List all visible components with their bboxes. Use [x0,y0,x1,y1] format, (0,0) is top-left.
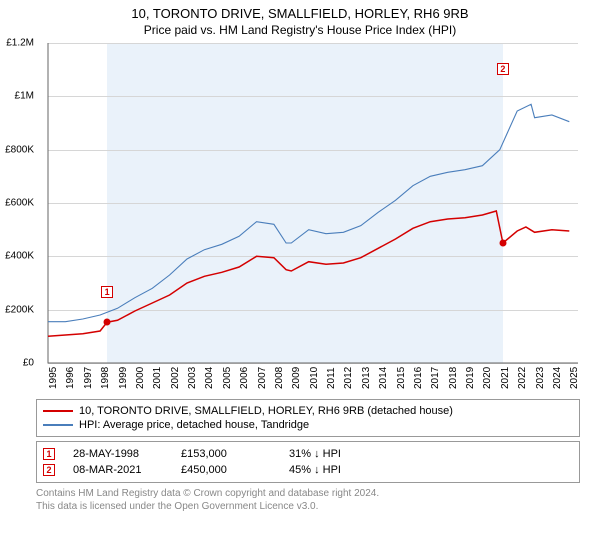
x-tick-label: 2003 [187,367,198,389]
footer-line: This data is licensed under the Open Gov… [36,500,580,513]
y-tick-label: £0 [23,358,34,369]
sale-events-table: 1 28-MAY-1998 £153,000 31% ↓ HPI 2 08-MAR-202… [36,441,580,483]
x-tick-label: 2012 [343,367,354,389]
legend-item: 10, TORONTO DRIVE, SMALLFIELD, HORLEY, R… [43,404,573,418]
x-tick-label: 2019 [465,367,476,389]
plot-area: 12 [48,43,578,363]
x-tick-label: 2006 [239,367,250,389]
y-tick-label: £200K [5,304,34,315]
legend-label: 10, TORONTO DRIVE, SMALLFIELD, HORLEY, R… [79,405,453,417]
x-tick-label: 1997 [83,367,94,389]
x-tick-label: 1999 [118,367,129,389]
x-tick-label: 2007 [257,367,268,389]
legend-swatch [43,424,73,426]
x-tick-label: 2017 [430,367,441,389]
y-axis: £0£200K£400K£600K£800K£1M£1.2M [0,43,34,363]
x-tick-label: 2013 [361,367,372,389]
y-tick-label: £400K [5,251,34,262]
legend-label: HPI: Average price, detached house, Tand… [79,419,309,431]
event-marker: 1 [43,448,55,460]
footer-attribution: Contains HM Land Registry data © Crown c… [36,487,580,513]
x-tick-label: 2005 [222,367,233,389]
event-row: 2 08-MAR-2021 £450,000 45% ↓ HPI [43,462,573,478]
sale-dot [104,319,111,326]
x-tick-label: 2000 [135,367,146,389]
x-tick-label: 2021 [500,367,511,389]
event-date: 08-MAR-2021 [73,464,163,476]
x-tick-label: 2004 [204,367,215,389]
legend: 10, TORONTO DRIVE, SMALLFIELD, HORLEY, R… [36,399,580,437]
y-tick-label: £1.2M [6,38,34,49]
x-tick-label: 1995 [48,367,59,389]
event-delta: 45% ↓ HPI [289,464,341,476]
event-row: 1 28-MAY-1998 £153,000 31% ↓ HPI [43,446,573,462]
x-tick-label: 2020 [482,367,493,389]
chart: 12 £0£200K£400K£600K£800K£1M£1.2M 199519… [36,43,596,393]
event-price: £153,000 [181,448,271,460]
footer-line: Contains HM Land Registry data © Crown c… [36,487,580,500]
event-marker: 2 [43,464,55,476]
event-date: 28-MAY-1998 [73,448,163,460]
x-tick-label: 2025 [569,367,580,389]
sale-dot [499,240,506,247]
x-tick-label: 2002 [170,367,181,389]
chart-title: 10, TORONTO DRIVE, SMALLFIELD, HORLEY, R… [0,0,600,21]
x-tick-label: 2024 [552,367,563,389]
y-tick-label: £1M [15,91,34,102]
x-axis: 1995 1996 1997 1998 1999 2000 2001 2002 2003 2004… [48,363,578,393]
x-tick-label: 2011 [326,367,337,389]
sale-marker-1: 1 [101,286,113,298]
x-tick-label: 2016 [413,367,424,389]
event-delta: 31% ↓ HPI [289,448,341,460]
x-tick-label: 1998 [100,367,111,389]
x-tick-label: 2008 [274,367,285,389]
x-tick-label: 2022 [517,367,528,389]
x-tick-label: 1996 [65,367,76,389]
sale-marker-2: 2 [497,63,509,75]
y-tick-label: £600K [5,198,34,209]
x-tick-label: 2009 [291,367,302,389]
legend-swatch [43,410,73,412]
x-tick-label: 2001 [152,367,163,389]
x-tick-label: 2023 [535,367,546,389]
x-tick-label: 2010 [309,367,320,389]
x-tick-label: 2015 [396,367,407,389]
y-tick-label: £800K [5,144,34,155]
event-price: £450,000 [181,464,271,476]
chart-subtitle: Price paid vs. HM Land Registry's House … [0,21,600,43]
line-series-svg [48,43,578,363]
x-tick-label: 2014 [378,367,389,389]
x-tick-label: 2018 [448,367,459,389]
legend-item: HPI: Average price, detached house, Tand… [43,418,573,432]
